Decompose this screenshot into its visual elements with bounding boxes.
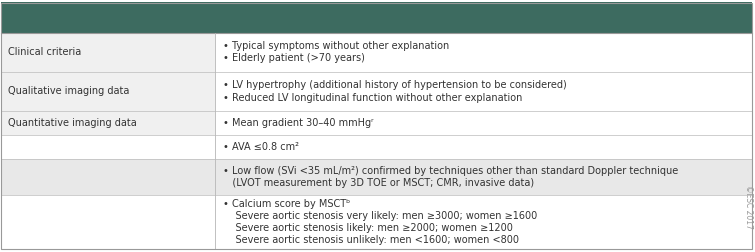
Bar: [1, 111, 215, 135]
Bar: [1, 159, 215, 195]
Text: (LVOT measurement by 3D TOE or MSCT; CMR, invasive data): (LVOT measurement by 3D TOE or MSCT; CMR…: [223, 178, 534, 188]
Text: ©ESC 2017: ©ESC 2017: [744, 185, 753, 229]
Text: • Reduced LV longitudinal function without other explanation: • Reduced LV longitudinal function witho…: [223, 92, 522, 103]
Bar: [1, 135, 215, 159]
Text: • LV hypertrophy (additional history of hypertension to be considered): • LV hypertrophy (additional history of …: [223, 80, 567, 90]
Text: • Elderly patient (>70 years): • Elderly patient (>70 years): [223, 53, 365, 64]
Text: Quantitative imaging data: Quantitative imaging data: [8, 118, 137, 128]
Text: Criteria: Criteria: [9, 11, 59, 24]
Text: Severe aortic stenosis very likely: men ≥3000; women ≥1600: Severe aortic stenosis very likely: men …: [223, 211, 537, 221]
Bar: [1, 33, 215, 72]
Bar: [215, 111, 751, 135]
Bar: [1, 195, 215, 249]
Text: Clinical criteria: Clinical criteria: [8, 47, 82, 57]
Bar: [215, 33, 751, 72]
Bar: [215, 195, 751, 249]
Text: • Low flow (SVi <35 mL/m²) confirmed by techniques other than standard Doppler t: • Low flow (SVi <35 mL/m²) confirmed by …: [223, 166, 678, 176]
Text: Severe aortic stenosis unlikely: men <1600; women <800: Severe aortic stenosis unlikely: men <16…: [223, 235, 519, 245]
Text: • AVA ≤0.8 cm²: • AVA ≤0.8 cm²: [223, 142, 299, 152]
Text: • Typical symptoms without other explanation: • Typical symptoms without other explana…: [223, 41, 449, 51]
Bar: [215, 135, 751, 159]
Bar: [1, 3, 751, 33]
Bar: [215, 72, 751, 111]
Text: • Calcium score by MSCTᵇ: • Calcium score by MSCTᵇ: [223, 199, 350, 209]
Text: • Mean gradient 30–40 mmHgʳ: • Mean gradient 30–40 mmHgʳ: [223, 118, 374, 128]
Text: Severe aortic stenosis likely: men ≥2000; women ≥1200: Severe aortic stenosis likely: men ≥2000…: [223, 223, 513, 233]
Text: Qualitative imaging data: Qualitative imaging data: [8, 86, 129, 97]
Bar: [215, 159, 751, 195]
Bar: [1, 72, 215, 111]
